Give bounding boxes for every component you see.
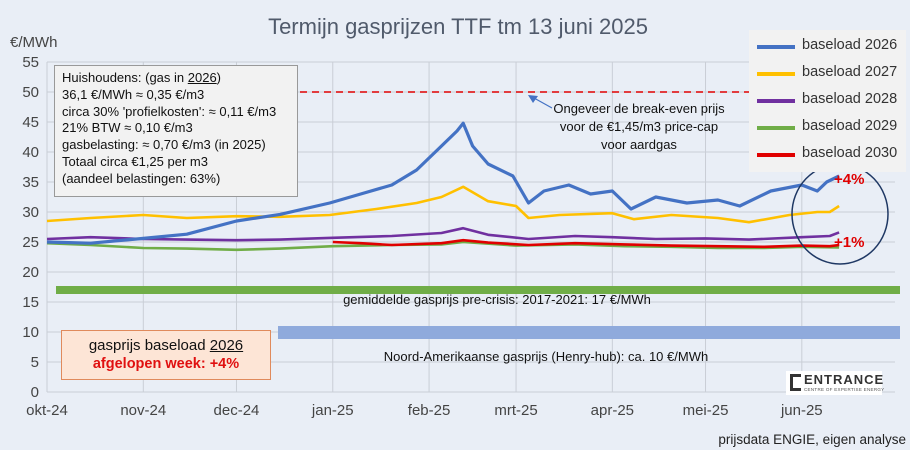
weekly-change-title: gasprijs baseload 2026 — [88, 337, 244, 354]
break-even-label: voor aardgas — [601, 137, 677, 152]
household-line-5: gasbelasting: ≈ 0,70 €/m3 (in 2025) — [62, 137, 266, 153]
pre-crisis-band — [56, 286, 900, 294]
series-line-baseload-2028 — [46, 226, 840, 242]
logo-tagline: CENTRE OF EXPERTISE ENERGY — [804, 387, 885, 392]
series-line-baseload-2029 — [46, 240, 840, 252]
series-lines — [46, 121, 840, 252]
henry-hub-band — [278, 326, 900, 339]
legend: baseload 2026 baseload 2027 baseload 202… — [749, 30, 906, 172]
change-label-2030: +1% — [834, 234, 864, 251]
x-tick-label: okt-24 — [26, 402, 68, 419]
y-tick-label: 35 — [22, 174, 39, 191]
legend-item-2027: baseload 2027 — [749, 62, 906, 82]
legend-item-2028: baseload 2028 — [749, 89, 906, 109]
break-even-label: voor de €1,45/m3 price-cap — [560, 119, 718, 134]
reference-lines: Ongeveer de break-even prijs voor de €1,4… — [56, 91, 900, 364]
y-tick-label: 30 — [22, 204, 39, 221]
logo-name: ENTRANCE — [804, 372, 885, 387]
household-line-3: circa 30% 'profielkosten': ≈ 0,11 €/m3 — [62, 103, 277, 119]
x-tick-label: mei-25 — [683, 402, 729, 419]
legend-item-2029: baseload 2029 — [749, 116, 906, 136]
household-line-1: Huishoudens: (gas in 2026) — [62, 70, 222, 85]
source-note: prijsdata ENGIE, eigen analyse — [718, 432, 906, 447]
x-tick-label: apr-25 — [591, 402, 634, 419]
arrow-head-icon — [528, 95, 538, 103]
legend-swatch — [757, 72, 795, 76]
series-line-baseload-2026 — [46, 121, 840, 245]
x-tick-label: jan-25 — [311, 402, 354, 419]
legend-item-2030: baseload 2030 — [749, 143, 906, 163]
household-line-7: (aandeel belastingen: 63%) — [62, 170, 221, 186]
y-tick-label: 50 — [22, 84, 39, 101]
y-tick-label: 25 — [22, 234, 39, 251]
change-label-2026: +4% — [834, 171, 864, 188]
break-even-label: Ongeveer de break-even prijs — [553, 101, 725, 116]
y-tick-label: 40 — [22, 144, 39, 161]
y-tick-label: 55 — [22, 54, 39, 71]
household-cost-box: Huishoudens: (gas in 2026) 36,1 €/MWh ≈ … — [54, 65, 298, 197]
weekly-change-value: afgelopen week: +4% — [92, 356, 240, 372]
y-tick-label: 15 — [22, 294, 39, 311]
series-line-baseload-2030 — [332, 238, 840, 249]
y-tick-label: 5 — [31, 354, 39, 371]
legend-swatch — [757, 45, 795, 49]
x-tick-labels: okt-24 nov-24 dec-24 jan-25 feb-25 mrt-25 apr-… — [26, 402, 823, 419]
y-tick-label: 20 — [22, 264, 39, 281]
break-even-arrow — [533, 97, 553, 109]
x-tick-label: jun-25 — [780, 402, 823, 419]
series-line-baseload-2027 — [46, 185, 840, 224]
legend-swatch — [757, 153, 795, 157]
x-tick-label: dec-24 — [214, 402, 260, 419]
weekly-change-box: gasprijs baseload 2026 afgelopen week: +… — [61, 330, 271, 380]
legend-swatch — [757, 99, 795, 103]
y-tick-label: 10 — [22, 324, 39, 341]
x-tick-label: nov-24 — [120, 402, 166, 419]
y-tick-labels: 0 5 10 15 20 25 30 35 40 45 50 55 — [22, 54, 39, 401]
logo-mark-icon — [790, 374, 801, 391]
chart-title: Termijn gasprijzen TTF tm 13 juni 2025 — [268, 14, 648, 39]
y-tick-label: 0 — [31, 384, 39, 401]
y-axis-label: €/MWh — [10, 34, 58, 51]
entrance-logo: ENTRANCE CENTRE OF EXPERTISE ENERGY — [786, 371, 885, 395]
household-line-4: 21% BTW ≈ 0,10 €/m3 — [62, 120, 193, 136]
x-tick-label: mrt-25 — [494, 402, 537, 419]
henry-hub-label: Noord-Amerikaanse gasprijs (Henry-hub): … — [384, 349, 708, 364]
legend-item-2026: baseload 2026 — [749, 35, 906, 55]
household-line-2: 36,1 €/MWh ≈ 0,35 €/m3 — [62, 86, 205, 102]
y-tick-label: 45 — [22, 114, 39, 131]
household-line-6: Totaal circa €1,25 per m3 — [62, 153, 208, 169]
x-tick-label: feb-25 — [408, 402, 451, 419]
pre-crisis-label: gemiddelde gasprijs pre-crisis: 2017-202… — [343, 292, 651, 307]
legend-swatch — [757, 126, 795, 130]
